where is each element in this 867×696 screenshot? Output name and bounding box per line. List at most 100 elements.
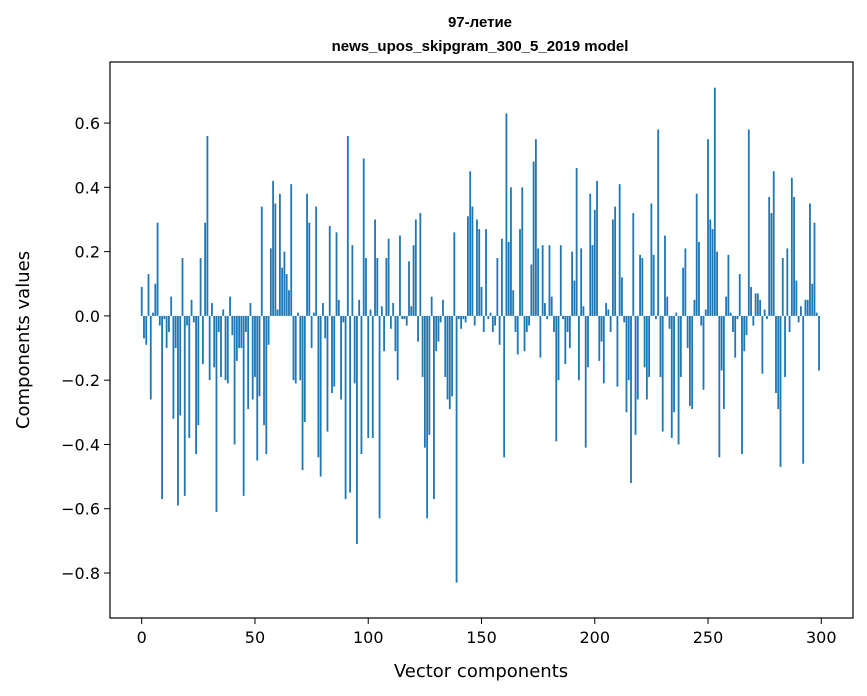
- bar: [750, 286, 752, 316]
- bar: [704, 309, 707, 316]
- y-tick-label: 0.0: [75, 307, 100, 326]
- bar: [496, 258, 499, 316]
- bar: [618, 184, 621, 316]
- bar: [711, 229, 714, 316]
- bar: [659, 315, 662, 377]
- bar: [331, 315, 333, 394]
- y-tick-label: 0.2: [75, 243, 100, 262]
- bar: [297, 312, 299, 316]
- bar: [691, 315, 694, 410]
- bar: [154, 283, 157, 316]
- bar: [559, 245, 562, 316]
- bar: [630, 315, 632, 484]
- bar: [614, 206, 617, 316]
- bar: [396, 315, 399, 381]
- bar: [167, 315, 170, 332]
- bar: [215, 315, 218, 512]
- bar: [351, 245, 354, 316]
- bar: [611, 219, 614, 316]
- bar: [220, 315, 222, 377]
- bar: [747, 129, 750, 316]
- bar: [602, 315, 605, 384]
- bar: [235, 315, 238, 361]
- bar: [392, 303, 395, 316]
- bar: [462, 315, 465, 320]
- bar: [507, 241, 510, 316]
- bar: [254, 315, 256, 377]
- bar: [539, 315, 542, 358]
- bar: [288, 290, 290, 316]
- x-tick-label: 200: [579, 628, 610, 647]
- bar: [324, 315, 327, 339]
- bar: [815, 312, 818, 316]
- bar: [460, 315, 463, 329]
- bar: [217, 315, 220, 332]
- bar: [707, 139, 709, 316]
- bar: [722, 315, 725, 410]
- bar: [718, 315, 721, 458]
- bar: [670, 315, 673, 439]
- bar: [380, 306, 383, 316]
- bar: [201, 315, 204, 365]
- bar: [761, 315, 764, 374]
- bar: [333, 315, 336, 387]
- bar: [541, 245, 544, 316]
- bar: [587, 315, 589, 368]
- x-tick-label: 100: [353, 628, 384, 647]
- y-tick-label: −0.2: [61, 371, 100, 390]
- bar: [725, 296, 728, 316]
- bar: [505, 113, 508, 316]
- bar: [806, 299, 809, 316]
- bar: [208, 315, 211, 381]
- bar: [245, 315, 247, 332]
- bar: [177, 315, 179, 506]
- bar: [621, 277, 623, 316]
- bar: [809, 203, 811, 316]
- bar: [482, 315, 485, 332]
- bar: [222, 309, 225, 316]
- bar: [294, 315, 297, 384]
- bar: [582, 306, 585, 316]
- bar: [233, 315, 236, 445]
- bar: [636, 315, 639, 400]
- y-tick-label: −0.8: [61, 564, 100, 583]
- bar: [265, 315, 268, 455]
- bar: [152, 312, 154, 316]
- bar: [206, 135, 209, 316]
- bar: [163, 315, 166, 320]
- bar: [600, 315, 603, 342]
- bar: [408, 261, 410, 316]
- bar: [532, 161, 535, 316]
- bar: [213, 315, 216, 368]
- bar: [609, 315, 612, 332]
- bar: [258, 315, 261, 397]
- bar: [389, 315, 392, 329]
- bar: [292, 315, 295, 381]
- bar: [439, 315, 442, 323]
- bar: [702, 315, 705, 390]
- x-axis-ticks: 0 50 100 150 200 250 300: [137, 618, 837, 647]
- bar: [763, 309, 766, 316]
- bar: [766, 315, 768, 320]
- bar: [158, 315, 161, 326]
- bar: [195, 315, 197, 455]
- bar: [625, 315, 628, 413]
- bar: [648, 315, 651, 377]
- bar: [786, 248, 789, 316]
- bar: [675, 312, 678, 316]
- x-tick-label: 250: [693, 628, 724, 647]
- bar: [564, 315, 567, 365]
- bar: [643, 315, 646, 368]
- bar: [788, 315, 791, 332]
- bar: [165, 315, 168, 349]
- bar: [299, 315, 302, 381]
- bar: [471, 206, 474, 316]
- bar: [813, 222, 816, 316]
- x-axis-label: Vector components: [394, 661, 568, 682]
- bar: [546, 315, 549, 320]
- bar: [666, 296, 669, 316]
- bar: [673, 315, 675, 413]
- bar: [251, 315, 254, 400]
- bar: [267, 315, 270, 345]
- bar: [700, 315, 703, 326]
